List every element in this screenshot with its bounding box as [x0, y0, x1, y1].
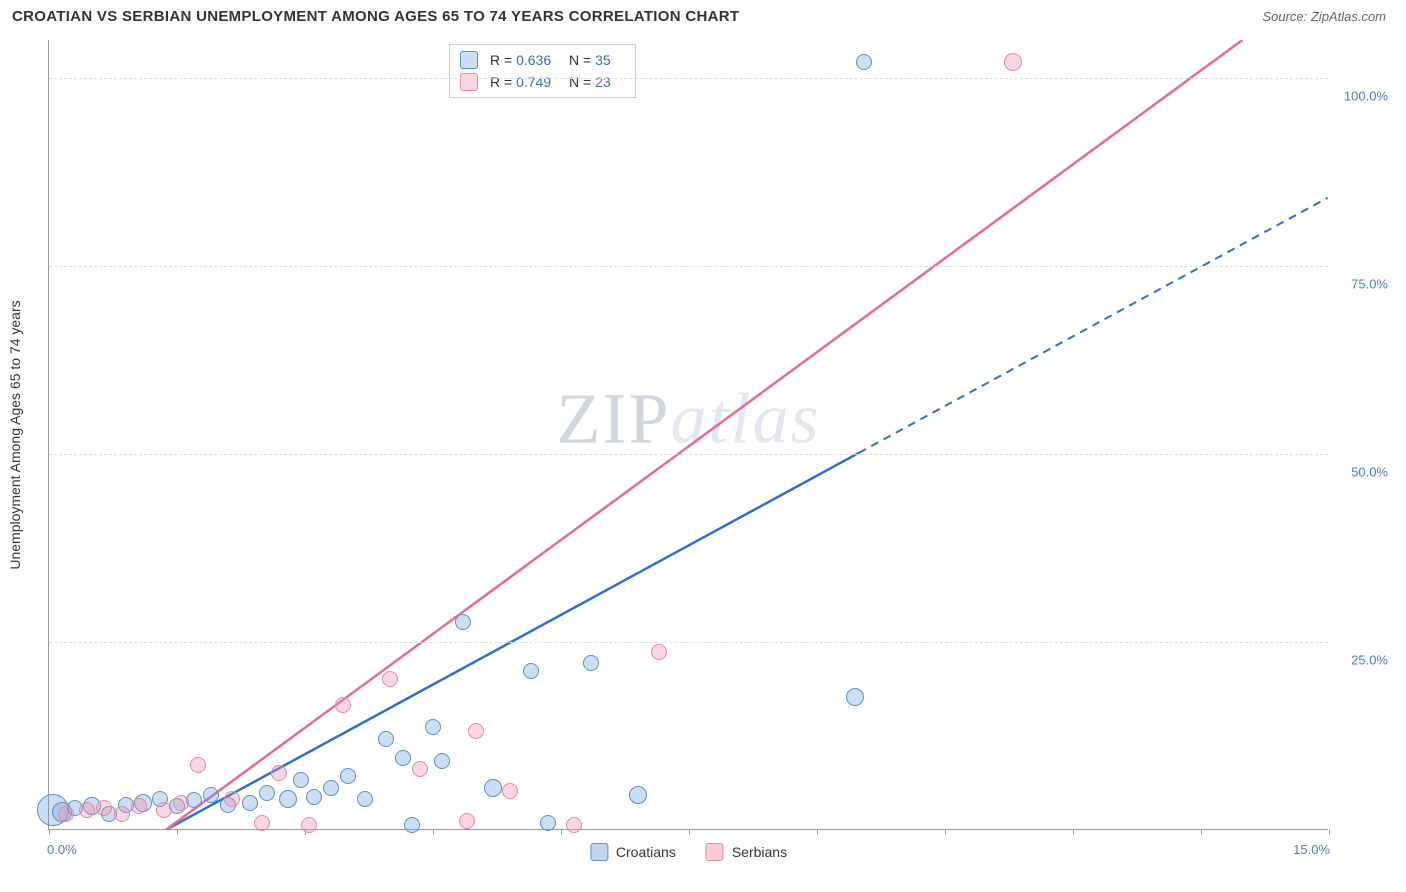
x-tick [1073, 829, 1074, 835]
gridline [49, 78, 1328, 79]
stats-row: R = 0.636 N = 35 [460, 49, 625, 71]
data-point [131, 798, 147, 814]
legend-swatch [460, 73, 478, 91]
x-tick [177, 829, 178, 835]
legend-swatch [590, 843, 608, 861]
x-tick [433, 829, 434, 835]
data-point [79, 802, 95, 818]
chart-title: CROATIAN VS SERBIAN UNEMPLOYMENT AMONG A… [12, 8, 739, 25]
x-tick [1201, 829, 1202, 835]
data-point [629, 786, 647, 804]
data-point [382, 671, 398, 687]
stats-row: R = 0.749 N = 23 [460, 71, 625, 93]
x-tick [49, 829, 50, 835]
x-tick [561, 829, 562, 835]
data-point [1004, 53, 1022, 71]
y-tick-label: 25.0% [1351, 652, 1388, 667]
legend-label: Serbians [732, 844, 787, 860]
data-point [583, 655, 599, 671]
data-point [395, 750, 411, 766]
data-point [114, 806, 130, 822]
legend-item: Croatians [590, 843, 676, 861]
data-point [173, 795, 189, 811]
data-point [254, 815, 270, 831]
data-point [340, 768, 356, 784]
data-point [425, 719, 441, 735]
y-tick-label: 100.0% [1344, 88, 1388, 103]
data-point [502, 783, 518, 799]
x-tick [689, 829, 690, 835]
plot-area: Unemployment Among Ages 65 to 74 years Z… [48, 40, 1328, 830]
x-min-label: 0.0% [47, 842, 77, 857]
data-point [335, 697, 351, 713]
data-point [566, 817, 582, 833]
data-point [259, 785, 275, 801]
data-point [190, 757, 206, 773]
data-point [156, 802, 172, 818]
data-point [323, 780, 339, 796]
data-point [224, 791, 240, 807]
data-point [96, 800, 112, 816]
data-point [279, 790, 297, 808]
data-point [306, 789, 322, 805]
y-tick-label: 75.0% [1351, 276, 1388, 291]
trend-lines [49, 40, 1328, 829]
data-point [412, 761, 428, 777]
data-point [856, 54, 872, 70]
data-point [357, 791, 373, 807]
data-point [404, 817, 420, 833]
gridline [49, 266, 1328, 267]
watermark: ZIPatlas [556, 377, 820, 460]
data-point [651, 644, 667, 660]
data-point [459, 813, 475, 829]
data-point [271, 765, 287, 781]
data-point [484, 779, 502, 797]
data-point [378, 731, 394, 747]
source-label: Source: ZipAtlas.com [1262, 9, 1386, 24]
chart-header: CROATIAN VS SERBIAN UNEMPLOYMENT AMONG A… [0, 0, 1406, 33]
data-point [468, 723, 484, 739]
gridline [49, 642, 1328, 643]
data-point [523, 663, 539, 679]
gridline [49, 454, 1328, 455]
data-point [540, 815, 556, 831]
legend-label: Croatians [616, 844, 676, 860]
series-legend: Croatians Serbians [590, 843, 787, 861]
x-tick [945, 829, 946, 835]
data-point [293, 772, 309, 788]
legend-swatch [460, 51, 478, 69]
legend-swatch [706, 843, 724, 861]
data-point [242, 795, 258, 811]
data-point [846, 688, 864, 706]
y-tick-label: 50.0% [1351, 464, 1388, 479]
data-point [455, 614, 471, 630]
legend-item: Serbians [706, 843, 787, 861]
stats-box: R = 0.636 N = 35R = 0.749 N = 23 [449, 44, 636, 98]
x-max-label: 15.0% [1293, 842, 1330, 857]
data-point [301, 817, 317, 833]
data-point [58, 806, 74, 822]
data-point [434, 753, 450, 769]
x-tick [817, 829, 818, 835]
data-point [203, 787, 219, 803]
x-tick [1329, 829, 1330, 835]
y-axis-title: Unemployment Among Ages 65 to 74 years [7, 300, 23, 569]
